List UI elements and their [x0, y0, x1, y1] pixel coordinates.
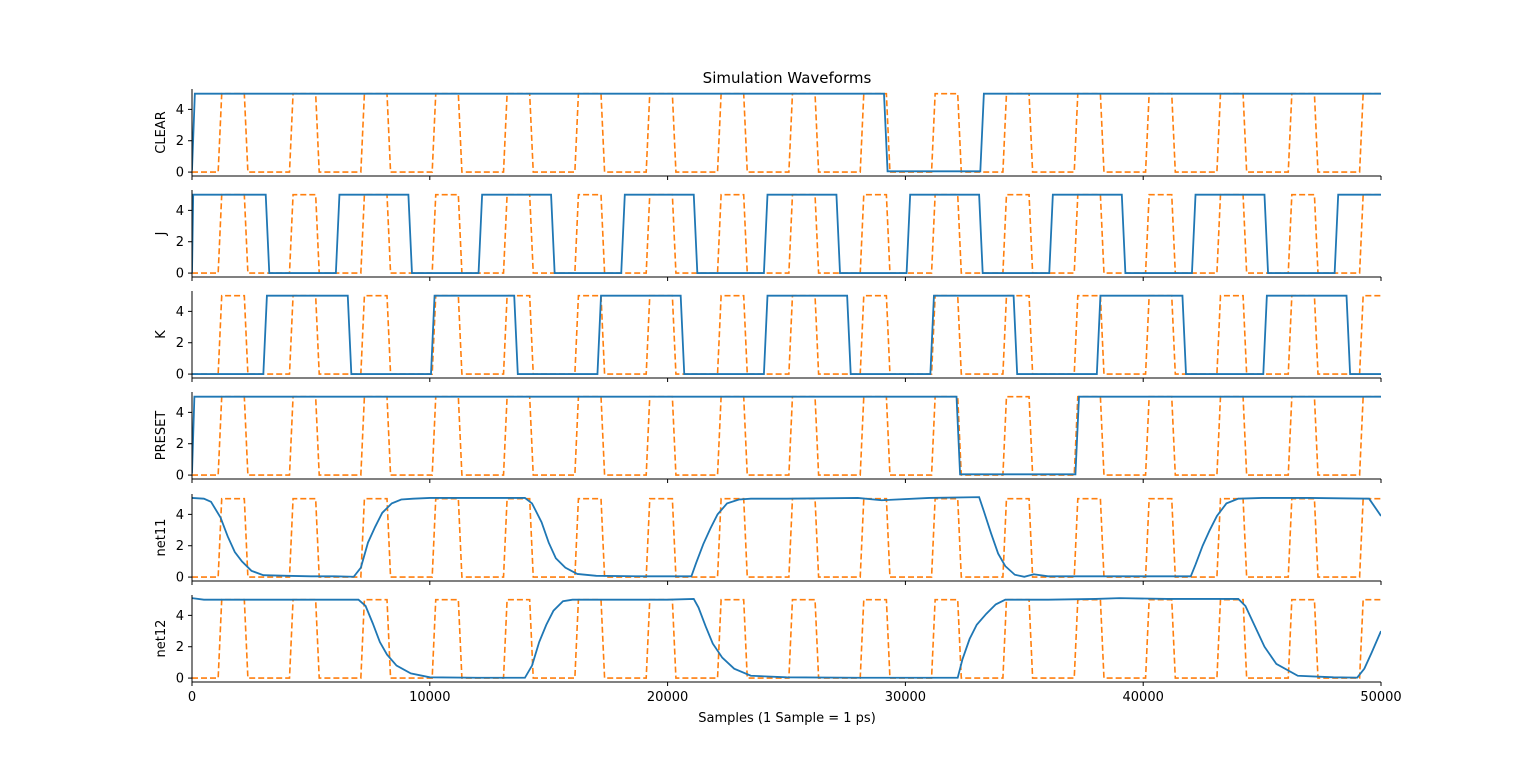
- y-axis-label-k: K: [154, 330, 169, 339]
- x-tick-label: 30000: [885, 690, 926, 705]
- y-axis-label-net11: net11: [154, 519, 169, 557]
- signal-line-net12: [192, 597, 1381, 679]
- y-tick-label: 2: [176, 640, 184, 655]
- clock-line: [192, 395, 1381, 476]
- x-tick-label: 10000: [409, 690, 450, 705]
- panel-net12: 0 2 4 0 10000 20000 30000 40000 50000 net12: [154, 595, 1402, 705]
- y-tick-label: 2: [176, 235, 184, 250]
- chart-title: Simulation Waveforms: [703, 69, 872, 87]
- panel-j: 0 2 4 J: [154, 190, 1382, 282]
- y-tick-label: 0: [176, 166, 184, 181]
- signal-line-k: [192, 294, 1381, 375]
- clock-line: [192, 598, 1381, 679]
- panel-k: 0 2 4 K: [154, 291, 1382, 383]
- x-tick-label: 50000: [1360, 690, 1401, 705]
- y-axis-label-preset: PRESET: [154, 411, 169, 461]
- y-tick-label: 4: [176, 103, 184, 118]
- y-tick-label: 4: [176, 305, 184, 320]
- y-tick-label: 0: [176, 571, 184, 586]
- panel-clear: 0 2 4 CLEAR: [154, 89, 1382, 181]
- y-tick-label: 0: [176, 469, 184, 484]
- clock-line: [192, 92, 1381, 173]
- y-tick-label: 2: [176, 539, 184, 554]
- x-tick-label: 20000: [647, 690, 688, 705]
- panel-preset: 0 2 4 PRESET: [154, 392, 1382, 484]
- panel-net11: 0 2 4 net11: [154, 494, 1382, 586]
- signal-line-j: [192, 193, 1381, 274]
- y-axis-label-net12: net12: [154, 620, 169, 658]
- panels-layer: 0 2 4 CLEAR 0 2 4 J 0 2 4 K 0 2 4 PRESET 0 2 4 net11 0 2 4 0 100…: [154, 89, 1402, 705]
- y-axis-label-clear: CLEAR: [154, 111, 169, 153]
- y-tick-label: 0: [176, 368, 184, 383]
- y-tick-label: 2: [176, 336, 184, 351]
- y-tick-label: 4: [176, 204, 184, 219]
- signal-line-preset: [192, 395, 1381, 476]
- signal-line-net11: [192, 496, 1381, 578]
- y-tick-label: 2: [176, 134, 184, 149]
- y-tick-label: 0: [176, 672, 184, 687]
- x-axis-label: Samples (1 Sample = 1 ps): [698, 711, 876, 726]
- y-tick-label: 0: [176, 267, 184, 282]
- signal-line-clear: [192, 92, 1381, 173]
- y-tick-label: 4: [176, 609, 184, 624]
- y-tick-label: 4: [176, 406, 184, 421]
- y-tick-label: 2: [176, 437, 184, 452]
- x-tick-label: 40000: [1123, 690, 1164, 705]
- clock-line: [192, 294, 1381, 375]
- clock-line: [192, 193, 1381, 274]
- x-tick-label: 0: [188, 690, 196, 705]
- y-axis-label-j: J: [154, 232, 169, 237]
- y-tick-label: 4: [176, 508, 184, 523]
